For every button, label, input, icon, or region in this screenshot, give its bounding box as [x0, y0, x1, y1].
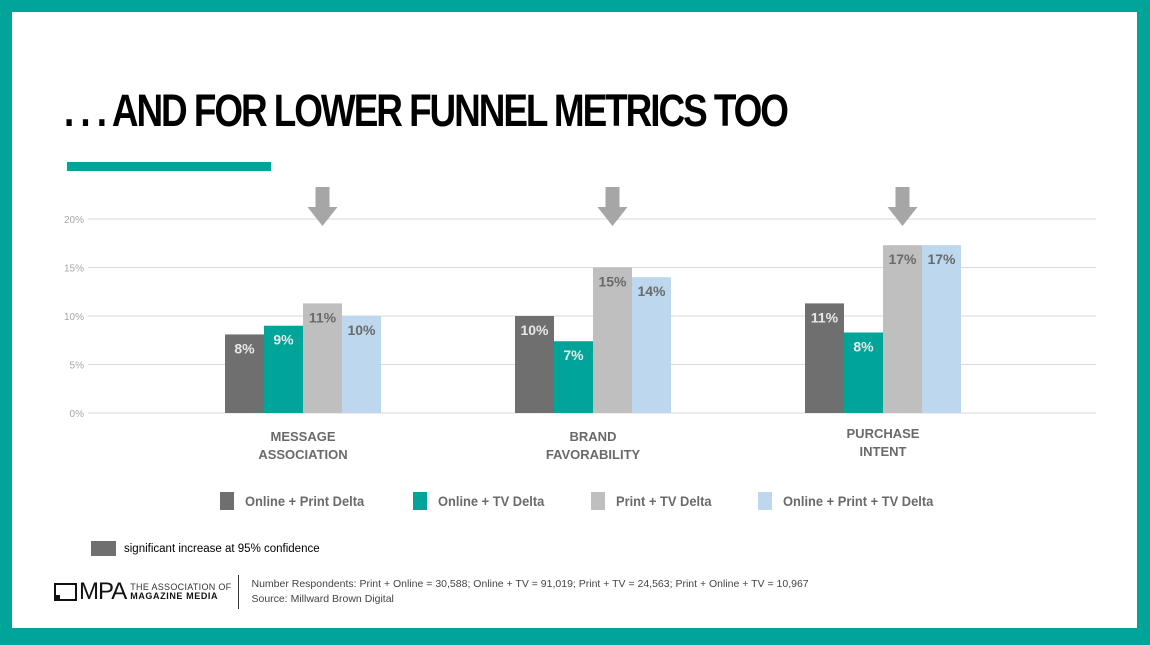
slide-title: . . . AND FOR LOWER FUNNEL METRICS TOO: [64, 85, 789, 136]
mpa-logo-mark-icon: [54, 583, 77, 601]
mpa-logo-tagline: THE ASSOCIATION OF MAGAZINE MEDIA: [130, 581, 232, 602]
y-tick-label: 20%: [64, 215, 84, 226]
bar-data-label: 17%: [888, 251, 917, 267]
category-labels: MESSAGE ASSOCIATION BRAND FAVORABILITY PURCH…: [258, 426, 919, 462]
bar-data-label: 8%: [853, 338, 874, 354]
y-tick-label: 15%: [64, 264, 84, 275]
legend-label: Print + TV Delta: [616, 493, 712, 509]
legend-label: Online + Print Delta: [245, 493, 365, 509]
down-arrow-icon: [597, 187, 628, 226]
bar-data-label: 10%: [347, 322, 376, 338]
category-label: BRAND: [570, 429, 617, 444]
legend-item: Online + Print Delta: [220, 492, 375, 510]
legend-swatch: [591, 492, 606, 510]
bar: [264, 325, 303, 413]
footer-divider: [238, 575, 240, 609]
bar-data-label: 15%: [598, 274, 627, 290]
bar-labels: 8% 9% 11% 10% 10% 7% 15% 14% 11% 8% 17% 17%: [234, 251, 956, 363]
bar: [805, 303, 844, 413]
mpa-logo-text: MPA: [79, 578, 127, 605]
bar-data-label: 10%: [520, 322, 549, 338]
category-label: MESSAGE: [270, 429, 335, 444]
bar-data-label: 17%: [927, 251, 956, 267]
slide: . . . AND FOR LOWER FUNNEL METRICS TOO 0…: [12, 12, 1137, 628]
category-label: INTENT: [860, 444, 907, 459]
legend-item: Online + Print + TV Delta: [757, 492, 946, 510]
bars: [225, 245, 961, 413]
significance-note-text: significant increase at 95% confidence: [124, 542, 320, 555]
footer-text: Number Respondents: Print + Online = 30,…: [251, 577, 808, 606]
bar-data-label: 14%: [637, 283, 666, 299]
significance-swatch: [91, 541, 116, 556]
bar-data-label: 8%: [234, 340, 255, 356]
legend-swatch: [220, 492, 234, 510]
annotation-arrows: [307, 187, 918, 226]
bar-data-label: 9%: [273, 332, 294, 348]
down-arrow-icon: [307, 187, 338, 226]
mpa-tagline-bottom: MAGAZINE MEDIA: [130, 591, 219, 601]
legend-item: Online + TV Delta: [412, 492, 554, 510]
footer: MPA THE ASSOCIATION OF MAGAZINE MEDIA Nu…: [54, 575, 809, 609]
bar: [883, 245, 922, 413]
category-label: FAVORABILITY: [546, 447, 641, 462]
bar-data-label: 11%: [309, 309, 337, 325]
mpa-tagline-top: THE ASSOCIATION OF: [130, 581, 232, 592]
legend-label: Online + Print + TV Delta: [782, 493, 934, 509]
source-text: Source: Millward Brown Digital: [251, 593, 394, 605]
respondents-text: Number Respondents: Print + Online = 30,…: [251, 578, 809, 591]
y-tick-label: 10%: [64, 312, 84, 323]
bar: [303, 303, 342, 413]
legend-label: Online + TV Delta: [437, 493, 544, 509]
significance-note: significant increase at 95% confidence: [91, 541, 320, 556]
bar: [554, 341, 593, 413]
chart-legend: Online + Print Delta Online + TV Delta Pri…: [220, 491, 984, 511]
category-label: PURCHASE: [847, 426, 920, 441]
legend-swatch: [412, 492, 427, 510]
bar: [922, 245, 961, 413]
bar-data-label: 7%: [563, 347, 584, 363]
title-accent-bar: [67, 162, 271, 171]
category-label: ASSOCIATION: [258, 447, 347, 462]
bar: [342, 316, 381, 413]
y-tick-label: 5%: [70, 361, 85, 372]
bar: [632, 277, 671, 413]
bar: [844, 332, 883, 413]
bar-chart: 0%5%10%15%20% 8%9%11%10% 10%7%15%14%11%8%…: [64, 187, 1096, 462]
down-arrow-icon: [887, 187, 918, 226]
legend-item: Print + TV Delta: [591, 492, 720, 510]
mpa-logo: MPA THE ASSOCIATION OF MAGAZINE MEDIA: [54, 580, 231, 604]
y-tick-label: 0%: [70, 409, 85, 420]
bar: [593, 267, 632, 413]
bar: [225, 334, 264, 413]
bar-data-label: 11%: [811, 309, 839, 325]
legend-swatch: [757, 492, 772, 510]
bar: [515, 316, 554, 413]
